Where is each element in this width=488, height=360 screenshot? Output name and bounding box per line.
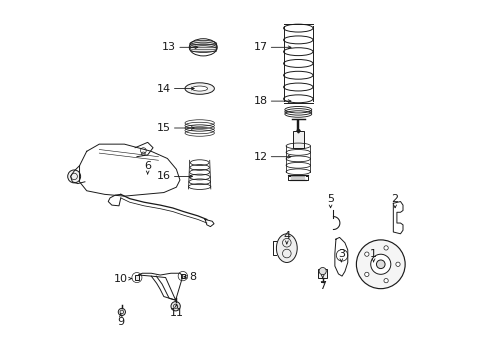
Text: 7: 7 (319, 281, 325, 291)
Bar (135, 275, 139, 280)
Text: 1: 1 (369, 248, 376, 258)
Ellipse shape (191, 86, 207, 91)
Bar (180, 274, 184, 278)
Ellipse shape (184, 83, 214, 94)
Ellipse shape (189, 40, 216, 47)
Text: 8: 8 (188, 272, 196, 282)
Text: 3: 3 (337, 248, 344, 258)
Bar (292, 131, 304, 148)
Ellipse shape (276, 234, 297, 262)
Text: 10: 10 (114, 274, 127, 284)
Text: 6: 6 (144, 161, 151, 171)
Circle shape (319, 267, 325, 275)
Text: 9: 9 (117, 317, 124, 327)
Circle shape (376, 260, 384, 269)
Bar (318, 269, 326, 278)
Text: 18: 18 (253, 96, 267, 106)
Text: 15: 15 (157, 123, 170, 133)
Circle shape (395, 262, 399, 266)
Text: 16: 16 (157, 171, 170, 181)
Circle shape (118, 309, 125, 316)
Circle shape (364, 252, 368, 256)
Ellipse shape (189, 44, 216, 51)
Text: 11: 11 (169, 308, 183, 318)
Circle shape (356, 240, 405, 289)
Circle shape (171, 302, 180, 311)
Text: 13: 13 (162, 42, 176, 52)
Text: 14: 14 (157, 84, 170, 94)
Circle shape (370, 254, 390, 274)
Ellipse shape (189, 46, 216, 53)
Ellipse shape (189, 42, 216, 49)
Text: 2: 2 (391, 194, 398, 204)
Text: 12: 12 (253, 152, 267, 162)
Circle shape (383, 246, 387, 250)
Text: 4: 4 (283, 231, 290, 240)
Circle shape (364, 272, 368, 276)
Circle shape (383, 279, 387, 283)
Text: 17: 17 (253, 42, 267, 52)
Text: 5: 5 (326, 194, 333, 204)
Circle shape (67, 170, 81, 183)
